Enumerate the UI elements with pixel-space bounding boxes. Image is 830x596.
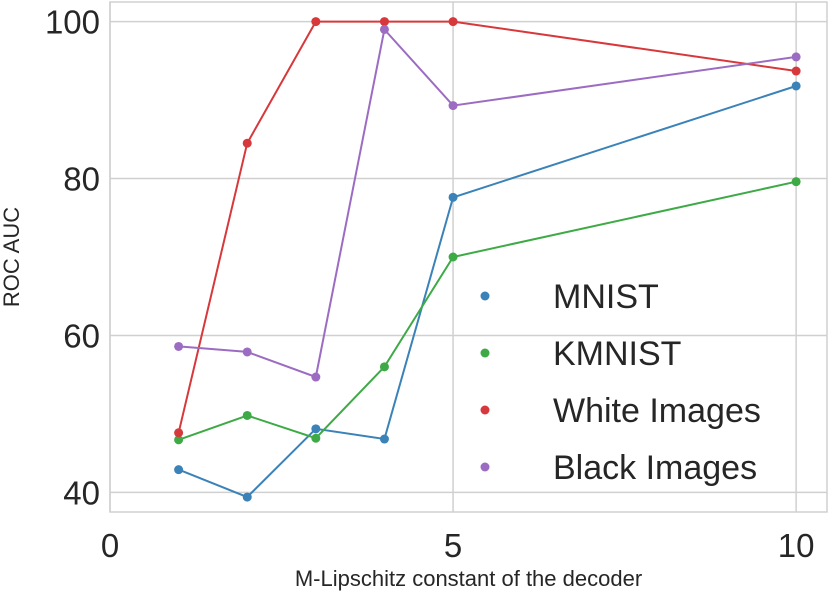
plot-area-frame — [109, 1, 828, 513]
y-tick-label: 40 — [63, 474, 100, 511]
legend-label-white-images: White Images — [553, 392, 761, 430]
series-kmnist — [174, 177, 801, 445]
y-tick-label: 60 — [63, 317, 100, 354]
series-mnist — [174, 81, 801, 502]
data-point-white-images — [379, 17, 389, 27]
x-tick-label: 10 — [778, 527, 815, 564]
data-point-black-images — [174, 341, 184, 351]
y-axis-label: ROC AUC — [0, 207, 24, 307]
series-layer — [174, 17, 801, 502]
series-line-kmnist — [178, 180, 797, 441]
legend-marker-kmnist — [480, 348, 490, 358]
legend-label-black-images: Black Images — [553, 449, 757, 487]
data-point-black-images — [311, 372, 321, 382]
legend-label-kmnist: KMNIST — [553, 335, 681, 373]
data-point-mnist — [791, 81, 801, 91]
data-point-mnist — [311, 424, 321, 434]
data-point-black-images — [791, 52, 801, 62]
data-point-white-images — [174, 428, 184, 438]
legend-marker-black-images — [480, 462, 490, 472]
tick-labels: 0 5 10 40 60 80 100 — [45, 4, 815, 564]
data-point-black-images — [242, 347, 252, 357]
data-point-black-images — [448, 101, 458, 111]
data-point-white-images — [791, 66, 801, 76]
legend-item-kmnist: KMNIST — [480, 335, 681, 373]
grid — [109, 2, 827, 512]
x-tick-label: 0 — [101, 527, 119, 564]
y-tick-label: 80 — [63, 161, 100, 198]
x-tick-label: 5 — [444, 527, 462, 564]
data-point-mnist — [379, 434, 389, 444]
legend: MNIST KMNIST White Images Black Images — [480, 278, 761, 487]
series-line-black-images — [178, 27, 797, 379]
data-point-mnist — [448, 192, 458, 202]
series-white-images — [174, 17, 801, 438]
data-point-kmnist — [242, 410, 252, 420]
data-point-white-images — [448, 17, 458, 27]
legend-item-mnist: MNIST — [480, 278, 659, 316]
data-point-kmnist — [379, 362, 389, 372]
series-line-white-images — [177, 20, 797, 434]
data-point-white-images — [242, 138, 252, 148]
series-line-mnist — [178, 85, 797, 499]
data-point-mnist — [242, 492, 252, 502]
data-point-kmnist — [174, 435, 184, 445]
data-point-white-images — [311, 17, 321, 27]
y-tick-label: 100 — [45, 4, 100, 41]
legend-label-mnist: MNIST — [553, 278, 659, 316]
x-axis-label: M-Lipschitz constant of the decoder — [295, 566, 642, 591]
legend-marker-white-images — [480, 405, 490, 415]
data-point-kmnist — [448, 252, 458, 262]
data-point-kmnist — [791, 177, 801, 187]
series-black-images — [174, 24, 801, 382]
data-point-mnist — [174, 465, 184, 475]
legend-item-white-images: White Images — [480, 392, 761, 430]
data-point-black-images — [379, 24, 389, 34]
legend-item-black-images: Black Images — [480, 449, 757, 487]
data-point-kmnist — [311, 433, 321, 443]
legend-marker-mnist — [480, 291, 490, 301]
